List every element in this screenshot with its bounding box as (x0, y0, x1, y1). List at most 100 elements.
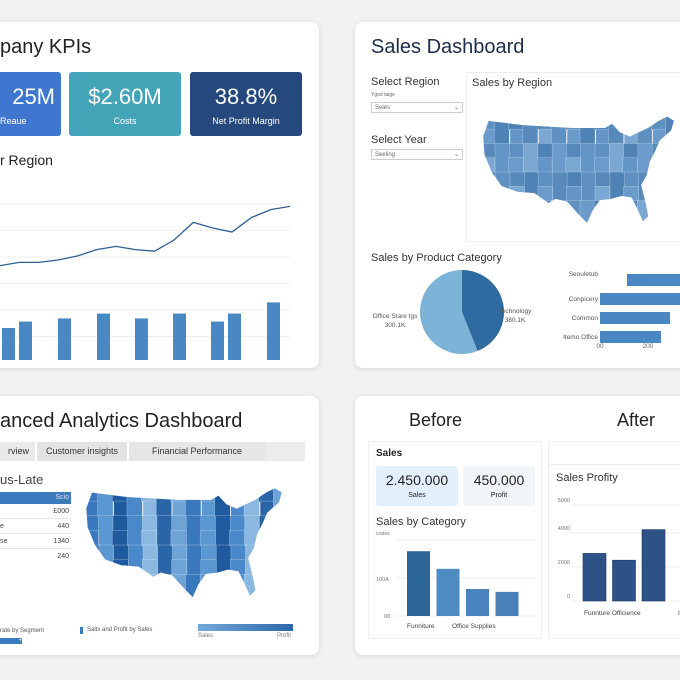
category-label: Itemo Office (563, 334, 598, 341)
state (509, 186, 525, 202)
kpi-net-profit-margin[interactable]: 38.8% Net Profit Margin (190, 72, 302, 136)
state (85, 487, 99, 503)
after-title: After (617, 410, 656, 430)
state (623, 143, 639, 159)
state (651, 157, 667, 173)
row-value: 1340 (53, 538, 69, 545)
kpi-sales[interactable]: 2.450.000 Sales (376, 466, 458, 506)
analytics-title: anced Analytics Dashboard (0, 410, 243, 432)
pie-label: Technology (499, 308, 533, 315)
state (141, 487, 158, 503)
bar (600, 312, 671, 324)
x-tick-label: 200 (643, 343, 654, 350)
region-label: Select Region (371, 76, 440, 88)
row-value: £000 (53, 508, 69, 515)
state (172, 544, 188, 561)
y-tick-label: 2000 (558, 560, 570, 566)
state (666, 143, 675, 173)
kpi-label: Net Profit Margin (212, 116, 280, 126)
after-divider (548, 464, 680, 465)
state (581, 171, 597, 202)
state (85, 574, 99, 590)
state (85, 530, 99, 546)
kpi-label: Costs (113, 116, 137, 126)
state (258, 574, 275, 590)
kpi-costs[interactable]: $2.60M Costs (69, 72, 181, 136)
state (566, 186, 582, 202)
tab-financial-performance[interactable]: Financial Performance (129, 442, 265, 461)
state (609, 143, 625, 173)
state (259, 544, 276, 561)
state (113, 544, 130, 561)
state (274, 544, 283, 576)
state (566, 214, 583, 224)
data-table: Scio £000 e 440 se 1340 240 (0, 492, 71, 564)
segment-bar[interactable]: + (0, 638, 22, 644)
state (594, 186, 611, 202)
after-chart-title: Sales Profity (556, 472, 618, 484)
state (127, 515, 144, 546)
state (185, 487, 202, 517)
row-value: 440 (57, 523, 69, 530)
state (652, 214, 669, 224)
region-select[interactable]: Seles ⌄ (371, 102, 463, 113)
state (595, 214, 611, 224)
state (200, 559, 217, 576)
us-map[interactable] (480, 102, 680, 242)
state (524, 171, 540, 202)
state (482, 143, 496, 159)
state (186, 515, 202, 546)
before-panel (368, 441, 542, 639)
state (652, 171, 669, 188)
state (259, 588, 276, 598)
table-row[interactable]: 240 (0, 549, 71, 564)
table-row[interactable]: e 440 (0, 519, 71, 534)
state (623, 186, 639, 202)
state (637, 143, 654, 173)
row-label: e (0, 523, 4, 530)
bar (97, 313, 110, 360)
kpi-value: $2.60M (88, 84, 162, 109)
tab-overview[interactable]: rview (0, 442, 35, 461)
pie-title: Sales by Product Category (371, 252, 502, 264)
kpi-profit[interactable]: 450.000 Profit (463, 466, 535, 506)
sales-heading: Sales (376, 448, 403, 459)
bar (641, 529, 666, 602)
map-outline (482, 115, 675, 224)
state (201, 588, 218, 598)
bar (495, 591, 519, 616)
state (171, 515, 188, 532)
table-row[interactable]: £000 (0, 504, 71, 519)
year-select[interactable]: Seeling ⌄ (371, 149, 463, 160)
before-y-label: crates (376, 531, 390, 537)
state (538, 214, 554, 224)
tab-bar-filler (265, 442, 305, 461)
state (229, 515, 246, 532)
bar (228, 313, 241, 360)
state (157, 544, 174, 576)
before-bar-chart: 100A 00 Funniture Office Supplies (376, 539, 538, 630)
state (201, 544, 218, 561)
us-map[interactable] (83, 480, 288, 610)
state (624, 214, 640, 224)
tab-customer-insights[interactable]: Customer insights (37, 442, 127, 461)
pie-label: Office Stare tgs (373, 313, 418, 320)
state (186, 544, 203, 576)
state (536, 116, 553, 131)
before-after-card: Before After Sales 2.450.000 Sales 450.00… (355, 396, 680, 655)
scale-label-sales: Sales (198, 633, 214, 639)
state (622, 116, 639, 131)
state (651, 116, 667, 131)
table-row[interactable]: se 1340 (0, 534, 71, 549)
state (508, 116, 524, 131)
state (608, 200, 624, 224)
kpi-revenue[interactable]: 25M Reaue (0, 72, 61, 136)
state (128, 544, 144, 576)
table-title: us-Late (0, 472, 44, 487)
state (622, 157, 639, 173)
state (622, 200, 639, 216)
bar (627, 274, 680, 286)
state (216, 544, 232, 576)
state (580, 143, 596, 173)
state (509, 143, 525, 159)
